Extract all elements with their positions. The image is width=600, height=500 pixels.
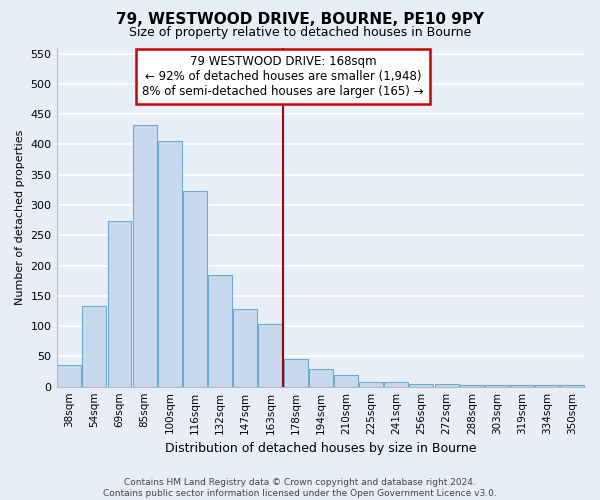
- Bar: [259, 324, 283, 386]
- Bar: [334, 374, 358, 386]
- Text: Size of property relative to detached houses in Bourne: Size of property relative to detached ho…: [129, 26, 471, 39]
- Bar: [284, 359, 308, 386]
- Bar: [82, 306, 106, 386]
- Y-axis label: Number of detached properties: Number of detached properties: [15, 130, 25, 305]
- Bar: [385, 382, 408, 386]
- Text: 79 WESTWOOD DRIVE: 168sqm
← 92% of detached houses are smaller (1,948)
8% of sem: 79 WESTWOOD DRIVE: 168sqm ← 92% of detac…: [142, 55, 424, 98]
- Bar: [107, 222, 131, 386]
- Bar: [233, 309, 257, 386]
- Bar: [208, 275, 232, 386]
- X-axis label: Distribution of detached houses by size in Bourne: Distribution of detached houses by size …: [165, 442, 476, 455]
- Bar: [183, 191, 207, 386]
- Text: 79, WESTWOOD DRIVE, BOURNE, PE10 9PY: 79, WESTWOOD DRIVE, BOURNE, PE10 9PY: [116, 12, 484, 28]
- Bar: [133, 125, 157, 386]
- Bar: [309, 368, 333, 386]
- Bar: [57, 366, 81, 386]
- Bar: [434, 384, 458, 386]
- Text: Contains HM Land Registry data © Crown copyright and database right 2024.
Contai: Contains HM Land Registry data © Crown c…: [103, 478, 497, 498]
- Bar: [359, 382, 383, 386]
- Bar: [158, 142, 182, 386]
- Bar: [409, 384, 433, 386]
